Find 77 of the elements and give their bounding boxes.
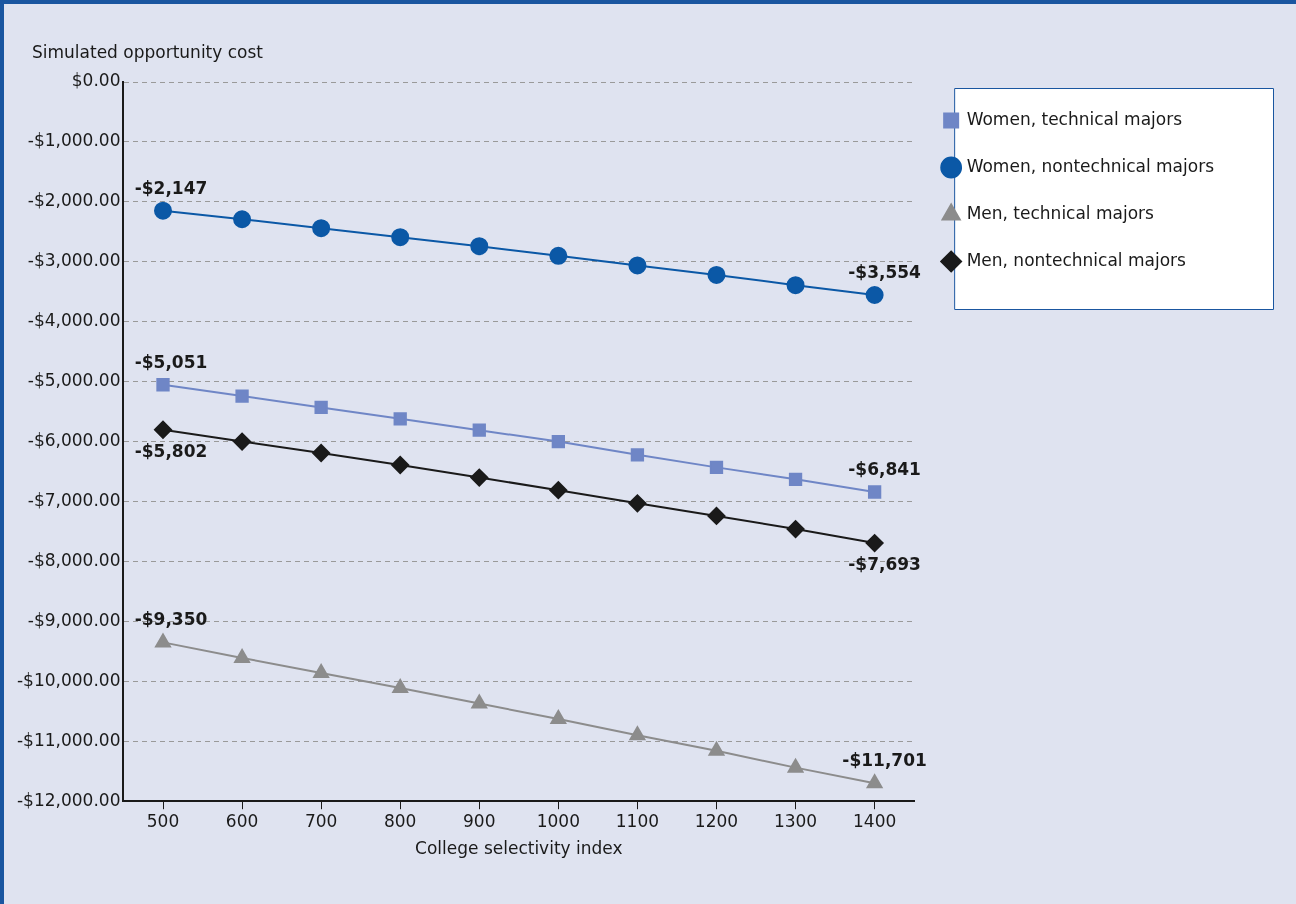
x-tick-label: 500 xyxy=(146,810,180,831)
point xyxy=(708,741,725,756)
y-tick-label: -$1,000.00 xyxy=(27,130,121,151)
point xyxy=(392,678,409,693)
y-tick-label: -$7,000.00 xyxy=(27,489,121,510)
point xyxy=(472,423,486,437)
y-tick-label: -$10,000.00 xyxy=(16,669,121,690)
point xyxy=(233,432,252,451)
point xyxy=(154,420,172,439)
x-tick-label: 700 xyxy=(304,810,338,831)
point xyxy=(787,758,804,773)
point xyxy=(234,648,250,663)
y-tick-label: $0.00 xyxy=(71,70,121,91)
point xyxy=(393,412,407,426)
data-label: -$6,841 xyxy=(848,458,921,479)
x-tick-label: 1000 xyxy=(536,810,580,831)
y-axis-title: Simulated opportunity cost xyxy=(32,41,264,62)
y-tick-label: -$3,000.00 xyxy=(27,250,121,271)
y-tick-label: -$11,000.00 xyxy=(16,729,121,750)
x-tick-label: 1200 xyxy=(694,810,739,831)
data-label: -$3,554 xyxy=(848,261,922,282)
point xyxy=(314,400,328,415)
legend-label: Men, nontechnical majors xyxy=(966,249,1187,270)
point xyxy=(471,694,488,709)
x-tick-label: 1300 xyxy=(773,810,818,831)
point xyxy=(630,448,645,462)
point xyxy=(709,460,724,475)
point xyxy=(865,286,884,304)
point xyxy=(235,389,249,403)
point xyxy=(550,710,567,725)
point xyxy=(233,210,252,229)
y-tick-label: -$12,000.00 xyxy=(16,789,121,810)
point xyxy=(867,485,882,499)
point xyxy=(629,726,646,741)
x-axis-title: College selectivity index xyxy=(415,838,623,859)
data-label: -$2,147 xyxy=(134,177,208,198)
x-tick-label: 600 xyxy=(225,810,259,831)
y-tick-label: -$8,000.00 xyxy=(27,549,121,570)
data-label: -$5,802 xyxy=(134,440,208,461)
point xyxy=(707,265,726,284)
point xyxy=(786,276,805,295)
point xyxy=(391,455,410,474)
legend-label: Women, nontechnical majors xyxy=(966,155,1215,176)
point xyxy=(470,468,489,487)
x-tick-label: 1100 xyxy=(615,810,660,831)
point xyxy=(549,481,568,500)
point xyxy=(788,472,803,487)
y-tick-label: -$6,000.00 xyxy=(27,430,121,451)
point xyxy=(156,378,170,392)
point xyxy=(628,494,647,513)
point xyxy=(312,443,331,462)
point xyxy=(391,228,410,247)
point xyxy=(155,633,171,648)
point xyxy=(865,534,884,553)
y-tick-label: -$5,000.00 xyxy=(27,370,121,391)
x-tick-label: 900 xyxy=(463,810,496,831)
point xyxy=(707,506,726,525)
data-label: -$5,051 xyxy=(134,351,208,372)
x-tick-label: 1400 xyxy=(852,810,897,831)
x-tick-label: 800 xyxy=(383,810,417,831)
point xyxy=(628,256,647,275)
legend-label: Men, technical majors xyxy=(966,202,1155,223)
point xyxy=(313,663,330,678)
legend-label: Women, technical majors xyxy=(966,108,1183,129)
data-label: -$11,701 xyxy=(842,750,927,771)
point xyxy=(786,520,805,539)
data-label: -$9,350 xyxy=(134,609,208,630)
data-label: -$7,693 xyxy=(848,553,921,574)
point xyxy=(154,201,172,220)
y-tick-label: -$4,000.00 xyxy=(27,310,121,331)
point xyxy=(312,219,331,238)
point xyxy=(551,434,565,449)
y-tick-label: -$2,000.00 xyxy=(27,190,121,211)
point xyxy=(470,237,489,256)
point xyxy=(549,246,568,265)
point xyxy=(866,774,883,789)
y-tick-label: -$9,000.00 xyxy=(27,609,121,630)
